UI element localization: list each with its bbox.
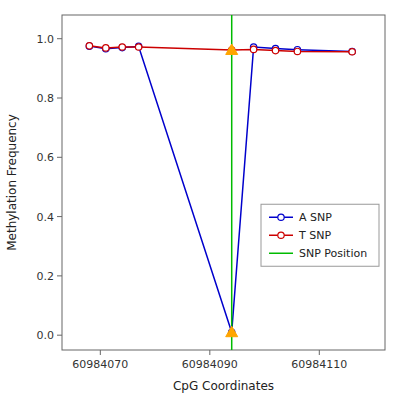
snp-marker — [226, 44, 238, 55]
axes: 60984070 60984090 60984110 0.0 0.2 0.4 0.6 0.8 1… — [37, 33, 348, 371]
plot-frame — [62, 15, 385, 350]
plot-data — [86, 15, 355, 350]
series-point — [103, 46, 109, 52]
y-tick-label: 0.4 — [37, 211, 55, 224]
x-tick — [209, 350, 210, 355]
legend: A SNP T SNP SNP Position — [261, 204, 379, 266]
series-line — [89, 46, 352, 332]
y-tick — [57, 275, 62, 276]
y-tick-label: 0.0 — [37, 329, 55, 342]
series-point — [349, 49, 355, 55]
y-tick — [57, 38, 62, 39]
legend-swatch — [269, 253, 293, 255]
x-tick-label: 60984090 — [182, 358, 238, 371]
series-point — [349, 48, 355, 54]
y-tick — [57, 157, 62, 158]
legend-marker — [278, 214, 284, 220]
legend-marker — [278, 232, 284, 238]
series-point — [294, 48, 300, 54]
x-tick-label: 60984110 — [291, 358, 347, 371]
y-tick — [57, 335, 62, 336]
snp-position-line — [231, 15, 233, 350]
legend-label: SNP Position — [299, 247, 367, 260]
legend-label: A SNP — [299, 211, 332, 224]
snp-marker — [226, 326, 238, 337]
x-tick — [319, 350, 320, 355]
series-point — [250, 46, 256, 52]
series-point — [103, 45, 109, 51]
series-point — [272, 47, 278, 53]
x-axis-label: CpG Coordinates — [173, 379, 274, 393]
x-tick — [100, 350, 101, 355]
y-tick — [57, 98, 62, 99]
y-tick-label: 1.0 — [37, 33, 55, 46]
series-point — [119, 44, 125, 50]
y-axis-label: Methylation Frequency — [5, 114, 19, 251]
series-point — [135, 44, 141, 50]
series-point — [86, 43, 92, 49]
legend-label: T SNP — [298, 229, 331, 242]
series-point — [135, 43, 141, 49]
y-tick-label: 0.6 — [37, 151, 55, 164]
chart: 60984070 60984090 60984110 0.0 0.2 0.4 0.6 0.8 1… — [0, 0, 400, 400]
y-tick-label: 0.2 — [37, 270, 55, 283]
y-tick — [57, 216, 62, 217]
x-tick-label: 60984070 — [72, 358, 128, 371]
series-line — [89, 46, 352, 52]
series-point — [86, 43, 92, 49]
series-point — [119, 44, 125, 50]
y-tick-label: 0.8 — [37, 92, 55, 105]
legend-box — [261, 204, 379, 266]
